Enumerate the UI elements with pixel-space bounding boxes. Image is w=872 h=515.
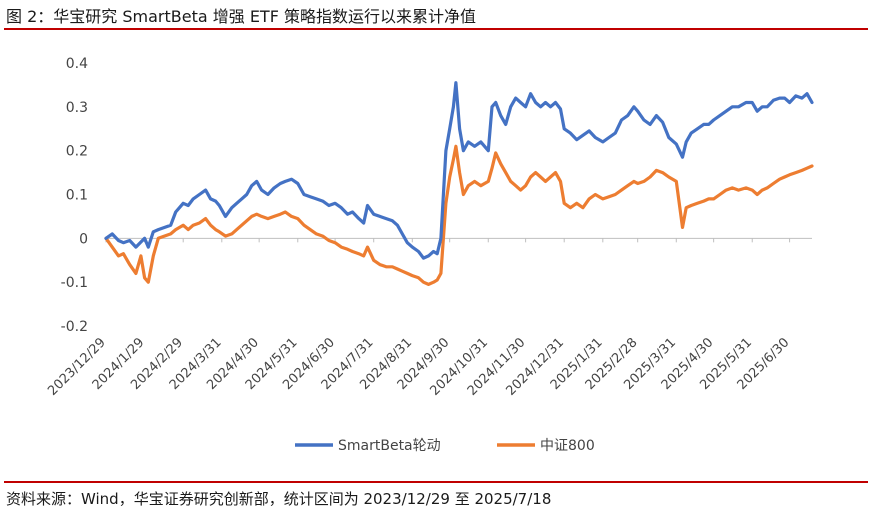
y-tick-label: 0.2 (66, 144, 88, 160)
series-line-2 (104, 144, 814, 286)
y-tick-label: 0 (79, 231, 88, 247)
top-divider (4, 28, 868, 30)
y-tick-label: 0.3 (66, 100, 88, 116)
legend: SmartBeta轮动 中证800 (295, 438, 595, 454)
series-line-1 (104, 81, 814, 260)
y-tick-label: 0.1 (66, 188, 88, 204)
x-axis: 2023/12/292024/1/292024/2/292024/3/31202… (45, 238, 792, 399)
bottom-divider (4, 481, 868, 483)
y-tick-label: -0.2 (61, 319, 88, 335)
y-tick-label: -0.1 (61, 275, 88, 291)
line-chart: 0.4 0.3 0.2 0.1 0 -0.1 -0.2 2023/12/292024/1/2… (45, 56, 814, 454)
legend-label-1: SmartBeta轮动 (338, 438, 441, 454)
chart-title: 图 2：华宝研究 SmartBeta 增强 ETF 策略指数运行以来累计净值 (6, 7, 476, 26)
y-tick-label: 0.4 (66, 56, 88, 72)
legend-label-2: 中证800 (540, 438, 595, 454)
y-axis: 0.4 0.3 0.2 0.1 0 -0.1 -0.2 (61, 56, 88, 335)
source-note: 资料来源：Wind，华宝证券研究创新部，统计区间为 2023/12/29 至 2… (6, 490, 552, 508)
plot-area (104, 81, 814, 286)
